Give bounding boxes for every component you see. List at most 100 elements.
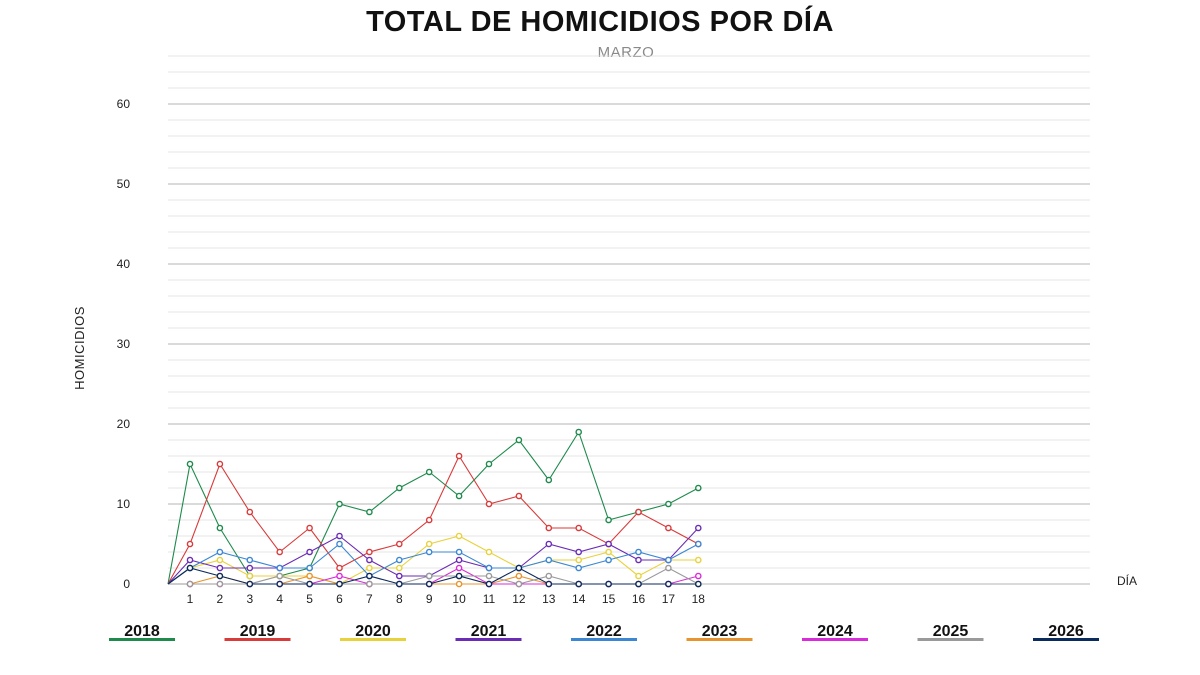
x-tick-label: 1 xyxy=(187,592,194,606)
data-point xyxy=(486,573,491,578)
series-lines xyxy=(168,429,701,586)
x-axis-title: DÍA xyxy=(1117,573,1137,588)
x-tick-label: 12 xyxy=(512,592,526,606)
x-tick-label: 3 xyxy=(246,592,253,606)
data-point xyxy=(546,573,551,578)
y-tick-label: 30 xyxy=(117,337,131,351)
data-point xyxy=(217,549,222,554)
data-point xyxy=(217,581,222,586)
data-point xyxy=(337,581,342,586)
data-point xyxy=(397,485,402,490)
data-point xyxy=(397,557,402,562)
data-point xyxy=(427,573,432,578)
x-tick-label: 6 xyxy=(336,592,343,606)
y-tick-label: 50 xyxy=(117,177,131,191)
data-point xyxy=(636,573,641,578)
data-point xyxy=(457,565,462,570)
legend-label: 2022 xyxy=(586,623,622,640)
data-point xyxy=(397,565,402,570)
legend-label: 2021 xyxy=(471,623,507,640)
data-point xyxy=(457,573,462,578)
data-point xyxy=(457,493,462,498)
data-point xyxy=(247,509,252,514)
data-point xyxy=(606,517,611,522)
data-point xyxy=(576,557,581,562)
data-point xyxy=(516,565,521,570)
data-point xyxy=(247,557,252,562)
data-point xyxy=(696,485,701,490)
data-point xyxy=(606,549,611,554)
y-tick-label: 40 xyxy=(117,257,131,271)
data-point xyxy=(486,581,491,586)
data-point xyxy=(427,517,432,522)
data-point xyxy=(606,557,611,562)
data-point xyxy=(427,581,432,586)
data-point xyxy=(576,525,581,530)
data-point xyxy=(666,501,671,506)
data-point xyxy=(367,509,372,514)
data-point xyxy=(636,509,641,514)
x-tick-label: 2 xyxy=(217,592,224,606)
legend-swatch xyxy=(109,638,175,641)
data-point xyxy=(277,565,282,570)
data-point xyxy=(516,581,521,586)
x-tick-label: 5 xyxy=(306,592,313,606)
x-axis-ticks: 1 2 3 4 5 6 7 8 9 10 11 12 13 14 15 16 17 18 xyxy=(187,592,706,606)
data-point xyxy=(397,581,402,586)
data-point xyxy=(427,549,432,554)
series-2019 xyxy=(168,453,701,584)
data-point xyxy=(696,541,701,546)
data-point xyxy=(606,541,611,546)
data-point xyxy=(247,581,252,586)
data-point xyxy=(576,429,581,434)
data-point xyxy=(546,557,551,562)
data-point xyxy=(696,581,701,586)
data-point xyxy=(337,573,342,578)
data-point xyxy=(696,525,701,530)
data-point xyxy=(217,557,222,562)
data-point xyxy=(217,573,222,578)
data-point xyxy=(486,501,491,506)
legend-swatch xyxy=(456,638,522,641)
data-point xyxy=(516,493,521,498)
y-tick-label: 20 xyxy=(117,417,131,431)
data-point xyxy=(307,581,312,586)
x-tick-label: 17 xyxy=(662,592,676,606)
data-point xyxy=(187,557,192,562)
data-point xyxy=(307,573,312,578)
data-point xyxy=(367,549,372,554)
data-point xyxy=(546,525,551,530)
data-point xyxy=(187,581,192,586)
data-point xyxy=(217,461,222,466)
legend-swatch xyxy=(918,638,984,641)
data-point xyxy=(187,541,192,546)
data-point xyxy=(457,549,462,554)
x-tick-label: 13 xyxy=(542,592,556,606)
data-point xyxy=(397,541,402,546)
data-point xyxy=(546,541,551,546)
data-point xyxy=(187,461,192,466)
data-point xyxy=(247,565,252,570)
y-tick-label: 0 xyxy=(123,577,130,591)
data-point xyxy=(367,573,372,578)
data-point xyxy=(307,565,312,570)
data-point xyxy=(337,541,342,546)
x-tick-label: 7 xyxy=(366,592,373,606)
y-tick-label: 60 xyxy=(117,97,131,111)
data-point xyxy=(367,581,372,586)
data-point xyxy=(337,533,342,538)
legend-label: 2019 xyxy=(240,623,276,640)
data-point xyxy=(666,581,671,586)
data-point xyxy=(277,581,282,586)
legend-label: 2024 xyxy=(817,623,853,640)
data-point xyxy=(427,541,432,546)
data-point xyxy=(277,573,282,578)
data-point xyxy=(457,557,462,562)
data-point xyxy=(576,565,581,570)
legend-swatch xyxy=(802,638,868,641)
data-point xyxy=(486,461,491,466)
legend-swatch xyxy=(571,638,637,641)
data-point xyxy=(427,469,432,474)
legend-label: 2026 xyxy=(1048,623,1084,640)
data-point xyxy=(457,581,462,586)
